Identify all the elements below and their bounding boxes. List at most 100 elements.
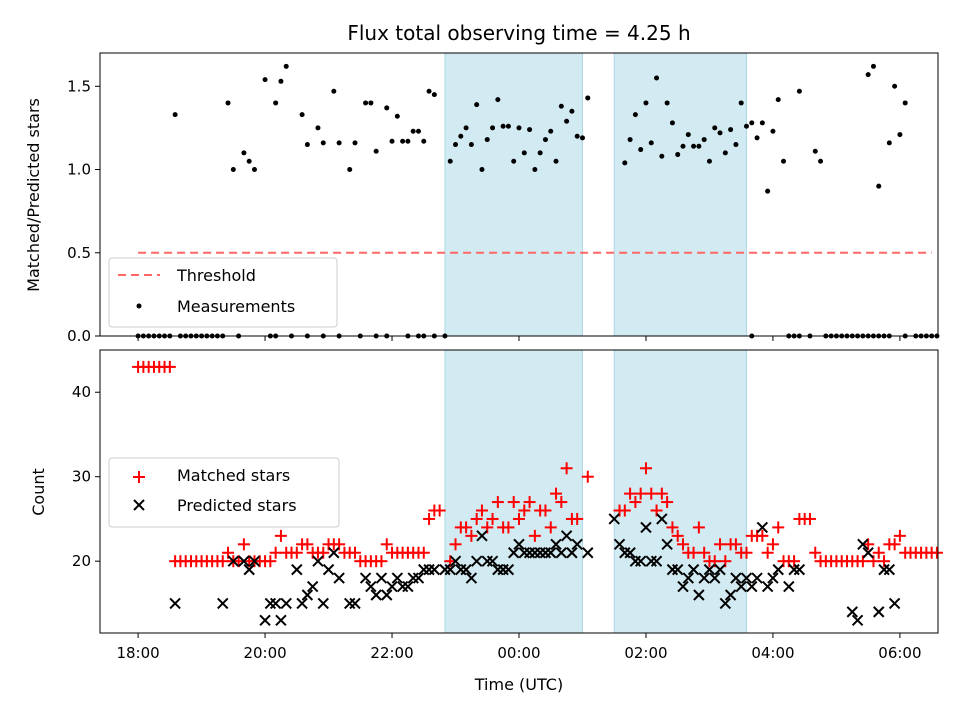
top-x-ticks bbox=[137, 336, 901, 341]
predicted-star-point bbox=[703, 563, 716, 576]
predicted-star-point bbox=[444, 563, 456, 576]
measurement-point bbox=[733, 142, 739, 148]
matched-star-point bbox=[449, 538, 462, 551]
predicted-star-point bbox=[248, 555, 261, 567]
measurement-point bbox=[468, 142, 474, 148]
measurement-point bbox=[728, 127, 734, 133]
measurement-point bbox=[410, 128, 416, 134]
measurement-point bbox=[664, 100, 670, 106]
measurement-point bbox=[796, 88, 802, 94]
predicted-star-point bbox=[301, 589, 314, 601]
bottom-y-tick-label: 40 bbox=[72, 383, 91, 401]
matched-star-point bbox=[433, 504, 446, 517]
measurement-point bbox=[527, 127, 533, 133]
matched-star-point bbox=[692, 521, 705, 534]
measurement-point bbox=[262, 77, 268, 83]
predicted-star-point bbox=[375, 572, 388, 584]
matched-star-point bbox=[550, 487, 563, 500]
measurement-point bbox=[172, 112, 178, 118]
measurement-point bbox=[722, 150, 728, 156]
matched-stars-points bbox=[132, 360, 943, 568]
predicted-star-point bbox=[555, 547, 568, 559]
predicted-star-point bbox=[322, 563, 335, 576]
predicted-star-point bbox=[328, 547, 340, 559]
measurement-point bbox=[648, 140, 654, 146]
predicted-star-point bbox=[296, 597, 308, 610]
measurement-point bbox=[304, 142, 310, 148]
measurement-point bbox=[384, 105, 390, 111]
measurement-point bbox=[495, 97, 501, 103]
matched-star-point bbox=[661, 496, 674, 509]
predicted-star-point bbox=[851, 614, 864, 627]
measurement-point bbox=[474, 102, 480, 108]
matched-star-point bbox=[465, 529, 478, 542]
top-y-tick-label: 0.5 bbox=[67, 244, 91, 262]
measurement-point bbox=[521, 150, 527, 156]
predicted-star-point bbox=[291, 563, 303, 576]
matched-star-point bbox=[539, 504, 552, 517]
matched-star-point bbox=[417, 546, 430, 559]
predicted-star-point bbox=[846, 606, 859, 618]
matched-star-point bbox=[380, 538, 393, 551]
matched-star-point bbox=[803, 512, 816, 525]
predicted-star-point bbox=[359, 572, 372, 584]
measurement-point bbox=[542, 137, 548, 143]
predicted-star-point bbox=[349, 597, 361, 610]
matched-star-point bbox=[274, 529, 287, 542]
matched-star-point bbox=[375, 555, 388, 568]
measurement-point bbox=[818, 158, 824, 164]
measurement-point bbox=[331, 88, 337, 94]
matched-star-point bbox=[507, 496, 520, 509]
predicted-star-point bbox=[582, 547, 594, 559]
bottom-y-tick-label: 30 bbox=[72, 468, 91, 486]
predicted-star-point bbox=[259, 614, 271, 627]
measurement-point bbox=[638, 147, 644, 153]
predicted-star-point bbox=[883, 563, 896, 576]
measurement-point bbox=[225, 100, 231, 106]
matched-star-point bbox=[460, 521, 473, 534]
matched-star-point bbox=[348, 546, 361, 559]
bottom-y-ticks: 20 30 40 bbox=[72, 383, 100, 570]
predicted-star-point bbox=[508, 547, 520, 559]
matched-star-point bbox=[634, 487, 647, 500]
measurement-point bbox=[394, 113, 400, 119]
matched-star-point bbox=[655, 487, 668, 500]
predicted-star-point bbox=[862, 547, 874, 559]
matched-star-point bbox=[766, 538, 779, 551]
matched-star-point bbox=[502, 521, 515, 534]
top-y-tick-label: 1.5 bbox=[67, 77, 91, 95]
measurement-point bbox=[632, 112, 638, 118]
matched-star-point bbox=[528, 529, 541, 542]
measurement-point bbox=[230, 167, 236, 173]
bottom-legend: Matched stars Predicted stars bbox=[108, 457, 340, 528]
matched-star-point bbox=[698, 546, 711, 559]
measurement-point bbox=[421, 138, 427, 144]
predicted-star-point bbox=[571, 538, 583, 551]
bottom-y-axis-label: Count bbox=[29, 468, 48, 516]
matched-star-point bbox=[629, 496, 642, 509]
measurement-point bbox=[585, 95, 591, 101]
predicted-star-point bbox=[857, 538, 869, 551]
chart-title: Flux total observing time = 4.25 h bbox=[347, 21, 690, 45]
predicted-star-point bbox=[724, 589, 737, 601]
x-tick-label: 20:00 bbox=[243, 644, 286, 662]
predicted-star-point bbox=[412, 572, 425, 584]
predicted-star-point bbox=[423, 563, 435, 576]
predicted-star-point bbox=[449, 555, 462, 567]
predicted-star-point bbox=[460, 563, 472, 576]
predicted-star-point bbox=[333, 572, 345, 584]
measurement-point bbox=[569, 108, 575, 114]
predicted-star-point bbox=[873, 606, 885, 618]
predicted-star-point bbox=[502, 563, 515, 576]
top-shaded-interval bbox=[613, 52, 747, 337]
predicted-star-point bbox=[888, 597, 901, 610]
measurement-point bbox=[505, 123, 511, 129]
predicted-star-point bbox=[661, 538, 673, 551]
measurement-point bbox=[400, 138, 406, 144]
matched-star-point bbox=[714, 538, 727, 551]
measurement-point bbox=[865, 72, 871, 78]
top-legend: Threshold Measurements bbox=[108, 257, 338, 328]
x-tick-label: 00:00 bbox=[497, 644, 540, 662]
predicted-star-point bbox=[386, 580, 398, 593]
matched-star-point bbox=[523, 496, 536, 509]
